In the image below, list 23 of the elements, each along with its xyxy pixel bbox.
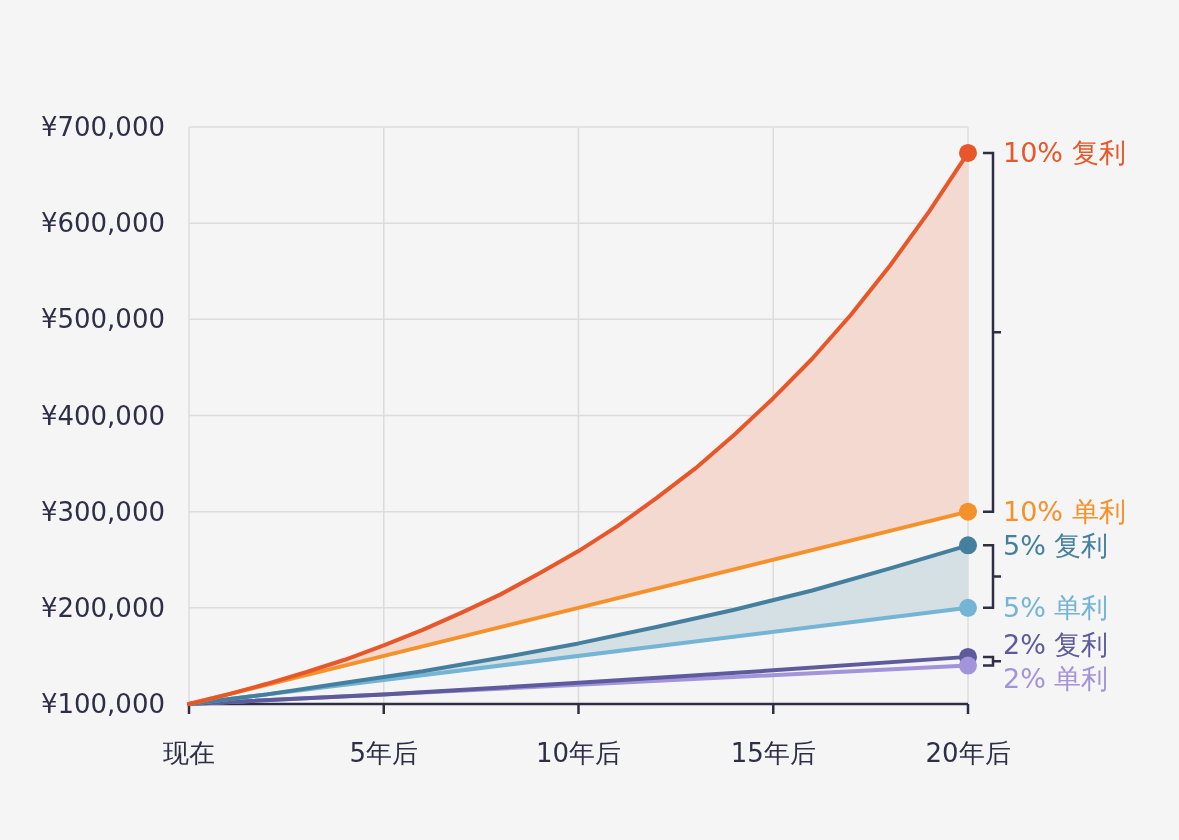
series-label: 10% 单利 — [1003, 496, 1126, 527]
y-tick-label: ¥400,000 — [40, 400, 165, 431]
series-label: 2% 单利 — [1003, 662, 1109, 694]
y-tick-label: ¥200,000 — [40, 592, 165, 623]
point — [959, 536, 977, 555]
x-tick-label: 20年后 — [925, 738, 1011, 768]
point — [959, 598, 977, 617]
y-tick-label: ¥500,000 — [40, 304, 165, 335]
series-label: 2% 复利 — [1003, 628, 1109, 660]
series-label: 5% 单利 — [1003, 592, 1109, 624]
x-tick-label: 5年后 — [349, 738, 419, 768]
y-tick-label: ¥300,000 — [40, 496, 165, 527]
point — [959, 656, 977, 675]
y-tick-label: ¥700,000 — [40, 112, 165, 142]
x-tick-label: 10年后 — [535, 738, 622, 768]
x-tick-label: 15年后 — [730, 738, 816, 768]
series-label: 10% 复利 — [1003, 137, 1126, 169]
point — [959, 143, 977, 162]
series-label: 5% 复利 — [1003, 530, 1109, 561]
y-tick-label: ¥100,000 — [40, 689, 165, 719]
y-tick-label: ¥600,000 — [40, 208, 165, 239]
point — [959, 502, 977, 521]
x-tick-label: 现在 — [163, 738, 215, 768]
